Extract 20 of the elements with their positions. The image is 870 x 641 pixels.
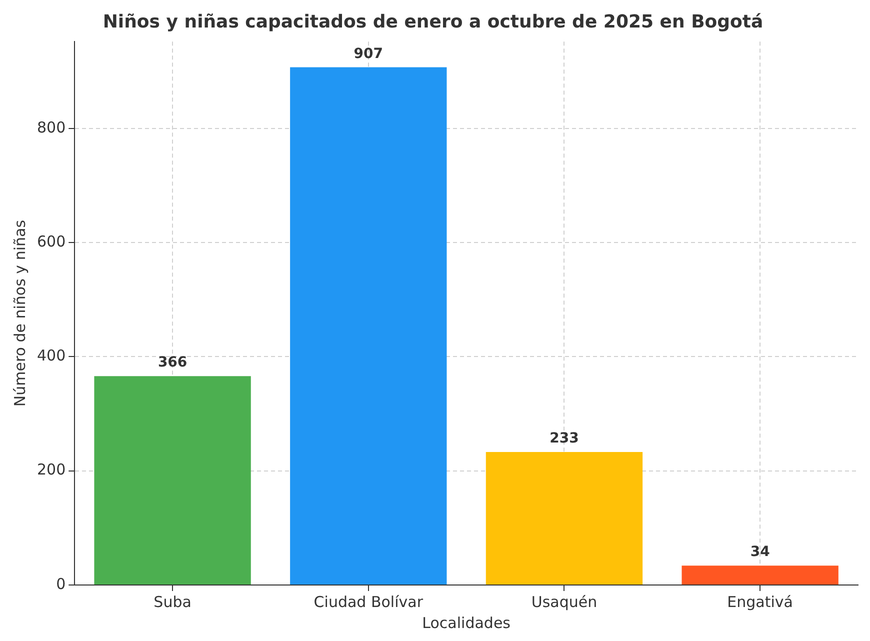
data-label: 907: [354, 46, 384, 62]
y-tick-label: 0: [56, 574, 66, 593]
x-axis-title: Localidades: [422, 614, 511, 632]
y-tick-label: 400: [36, 346, 66, 365]
data-label: 34: [750, 544, 770, 560]
x-tick-label: Engativá: [727, 592, 793, 611]
bar: [290, 67, 447, 584]
x-tick-label: Usaquén: [531, 592, 598, 611]
bar: [94, 376, 251, 584]
x-tick-label: Suba: [154, 592, 192, 611]
y-tick-label: 800: [36, 118, 66, 136]
y-tick-label: 200: [36, 460, 66, 479]
x-tick-label: Ciudad Bolívar: [314, 592, 424, 611]
y-tick-label: 600: [36, 232, 66, 250]
y-axis-title: Número de niños y niñas: [10, 220, 29, 407]
data-label: 233: [550, 430, 579, 447]
bar: [682, 566, 838, 584]
data-label: 366: [158, 354, 188, 371]
chart-title: Niños y niñas capacitados de enero a octubre de 2025 en Bogotá: [102, 11, 764, 32]
bar: [486, 452, 643, 584]
